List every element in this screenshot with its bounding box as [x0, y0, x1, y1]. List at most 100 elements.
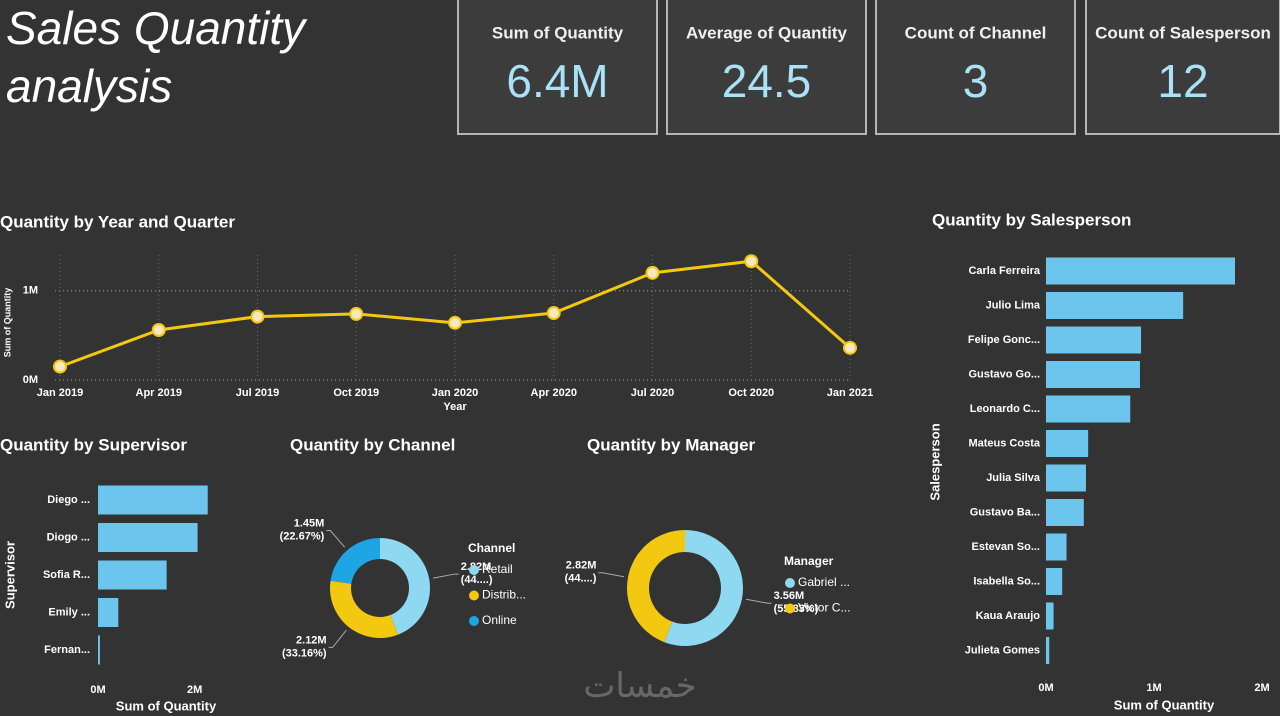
legend-label: Retail	[482, 562, 513, 576]
kpi-card	[1085, 0, 1280, 135]
legend-label: Online	[482, 613, 517, 627]
legend-marker	[469, 590, 479, 601]
chart-title: Quantity by Channel	[290, 435, 455, 454]
y-tick-label: Diego ...	[47, 494, 90, 506]
donut-slice	[330, 538, 380, 584]
y-tick-label: Sofia R...	[43, 569, 90, 581]
kpi-card	[457, 0, 658, 135]
line-point	[744, 254, 759, 269]
bar	[1046, 292, 1184, 319]
bar	[1046, 326, 1142, 354]
y-axis-label: Sum of Quantity	[2, 288, 12, 358]
legend-label: Gabriel ...	[798, 575, 850, 589]
y-tick-label: Gustavo Ba...	[970, 506, 1040, 518]
y-axis-label: Salesperson	[927, 423, 942, 500]
y-tick-label: Fernan...	[44, 644, 90, 656]
line-point	[546, 306, 561, 321]
percent-label: (33.16%)	[282, 647, 327, 659]
bar	[1046, 568, 1063, 595]
line-point	[448, 315, 462, 330]
kpi-card	[666, 0, 867, 135]
leader-line	[326, 530, 346, 548]
bar	[1046, 499, 1084, 526]
kpi-value: 12	[1157, 55, 1208, 107]
bar	[98, 598, 119, 627]
bar	[1046, 637, 1050, 664]
x-tick-label: Jan 2019	[37, 387, 83, 399]
x-tick-label: Apr 2020	[531, 387, 577, 399]
donut-slice	[330, 580, 399, 638]
x-tick-label: 0M	[90, 684, 105, 696]
y-tick-label: 1M	[23, 285, 38, 297]
x-axis-label: Sum of Quantity	[116, 698, 217, 713]
y-tick-label: Estevan So...	[972, 541, 1040, 553]
percent-label: (44....)	[565, 573, 597, 585]
kpi-value: 24.5	[722, 55, 812, 107]
y-tick-label: Carla Ferreira	[968, 265, 1040, 277]
bar	[1046, 257, 1235, 285]
x-axis-label: Year	[443, 401, 467, 413]
x-tick-label: 2M	[187, 684, 202, 696]
x-tick-label: Apr 2019	[136, 387, 182, 399]
kpi-label: Sum of Quantity	[492, 23, 624, 42]
line-point	[151, 323, 166, 337]
x-axis-label: Sum of Quantity	[1114, 697, 1215, 712]
data-label: 2.82M	[566, 560, 597, 572]
x-tick-label: 2M	[1254, 682, 1269, 694]
watermark: خمسات	[583, 667, 696, 705]
y-tick-label: Isabella So...	[973, 575, 1040, 587]
page-title: Sales Quantity	[6, 2, 308, 54]
legend-label: Victor C...	[798, 601, 850, 615]
x-tick-label: 1M	[1146, 682, 1161, 694]
y-tick-label: Leonardo C...	[970, 403, 1040, 415]
bar	[1046, 602, 1054, 630]
bar	[1046, 361, 1140, 388]
donut-slice	[664, 530, 743, 646]
bar	[1046, 533, 1067, 561]
y-tick-label: Julieta Gomes	[965, 644, 1040, 656]
bar	[1046, 464, 1086, 492]
x-tick-label: 0M	[1038, 682, 1053, 694]
kpi-label: Count of Channel	[905, 23, 1047, 42]
kpi-value: 3	[963, 55, 989, 107]
y-tick-label: Julia Silva	[986, 472, 1041, 484]
kpi-label: Average of Quantity	[686, 23, 847, 42]
data-label: 2.12M	[296, 634, 327, 646]
leader-line	[745, 598, 772, 604]
leader-line	[598, 572, 625, 578]
donut-slice	[626, 530, 685, 643]
y-tick-label: Felipe Gonc...	[968, 334, 1040, 346]
line-point	[53, 359, 67, 374]
line-point	[349, 306, 364, 321]
bar	[98, 523, 198, 552]
x-tick-label: Oct 2020	[728, 387, 774, 399]
y-tick-label: Gustavo Go...	[968, 368, 1040, 380]
bar	[98, 560, 167, 590]
kpi-card	[875, 0, 1076, 135]
bar	[98, 485, 208, 515]
percent-label: (44....)	[461, 574, 493, 586]
line-point	[843, 340, 857, 355]
x-tick-label: Jul 2020	[631, 387, 674, 399]
legend-title: Manager	[784, 554, 834, 568]
data-label: 3.56M	[774, 590, 805, 602]
kpi-value: 6.4M	[506, 55, 608, 107]
y-tick-label: Kaua Araujo	[976, 610, 1041, 622]
bar	[1046, 430, 1089, 457]
percent-label: (22.67%)	[280, 530, 325, 542]
bar	[98, 635, 100, 665]
chart-title: Quantity by Manager	[587, 435, 756, 454]
legend-title: Channel	[468, 541, 515, 555]
x-tick-label: Jul 2019	[236, 387, 279, 399]
x-tick-label: Jan 2021	[827, 387, 873, 399]
leader-line	[432, 573, 459, 579]
bar	[1046, 395, 1131, 423]
x-tick-label: Jan 2020	[432, 387, 478, 399]
chart-title: Quantity by Year and Quarter	[0, 212, 235, 231]
chart-title: Quantity by Salesperson	[932, 210, 1131, 229]
data-label: 1.45M	[294, 517, 325, 529]
y-tick-label: Emily ...	[48, 606, 90, 618]
legend-marker	[469, 565, 479, 575]
x-tick-label: Oct 2019	[333, 387, 379, 399]
